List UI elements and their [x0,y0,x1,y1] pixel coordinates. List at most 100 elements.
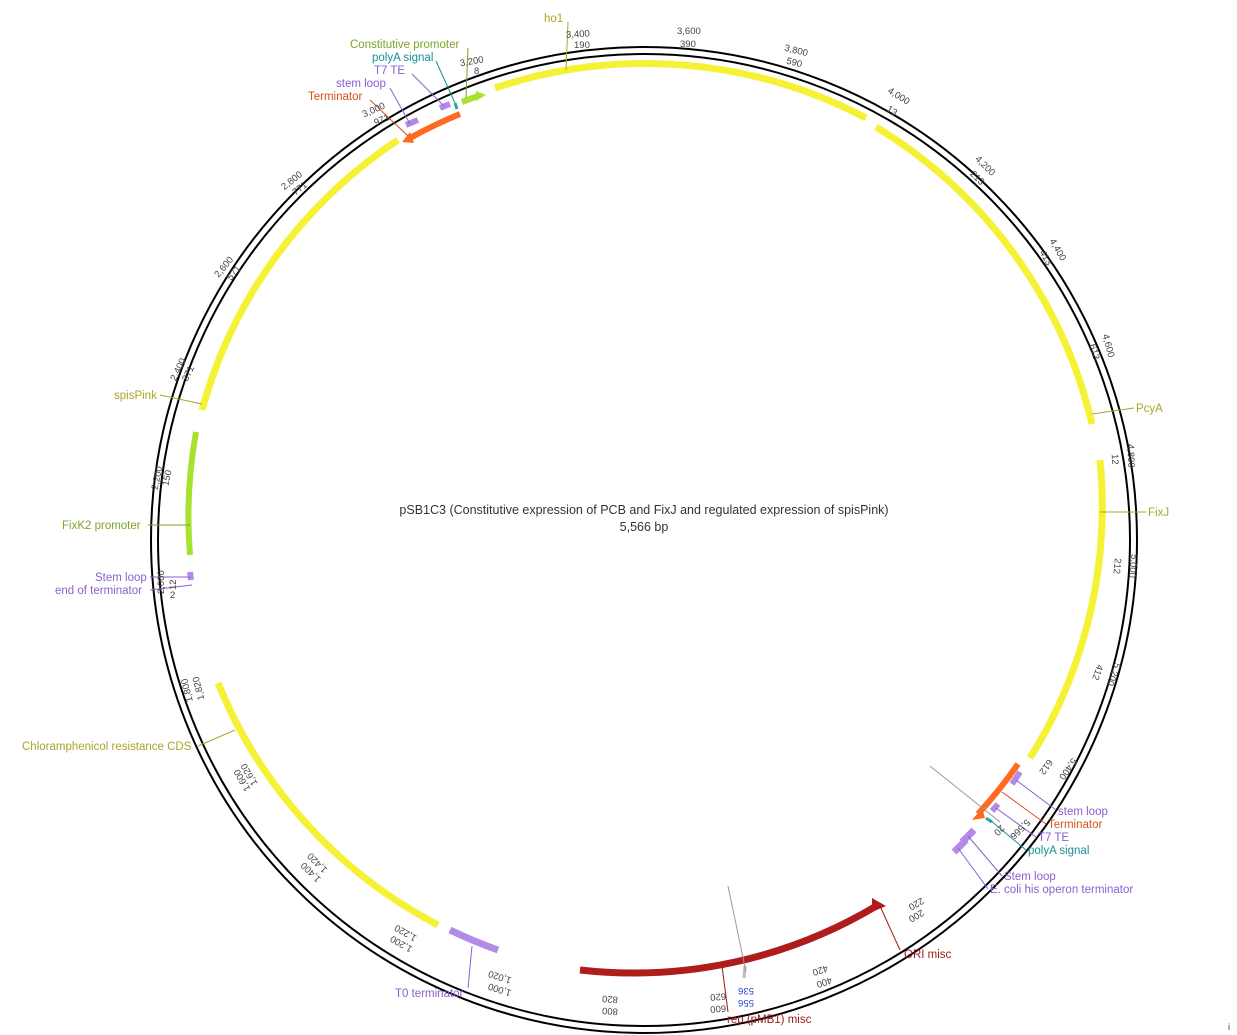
tick-inner-13: 13 [884,104,899,119]
leader-stemloop-top [389,87,411,125]
label-ho1[interactable]: ho1 [544,13,563,25]
tick-outer-5000: 5,000 [1126,554,1139,579]
tick-special-556: 556 [738,997,754,1008]
label-endterm-left[interactable]: end of terminator [55,585,142,597]
tick-outer-400: 400 [815,974,833,989]
label-stemloop-left[interactable]: Stem loop [95,572,147,584]
label-cmr[interactable]: Chloramphenicol resistance CDS [22,741,192,753]
label-ori[interactable]: ORI misc [904,949,952,961]
tick-inner-420: 420 [811,962,829,977]
tick-outer-800: 800 [602,1005,619,1017]
tick-left-small-2: 2 [170,590,175,601]
label-polya-top[interactable]: polyA signal [372,52,433,64]
tick-inner-190: 190 [574,40,590,51]
leader-t7te-r [995,807,1037,838]
label-t0[interactable]: T0 terminator [395,988,464,1000]
tick-inner-820: 820 [602,993,619,1005]
feature-stemloop-left-arc[interactable] [187,571,194,581]
label-fixj[interactable]: FixJ [1148,507,1169,519]
tick-inner-8: 8 [474,66,479,77]
label-stemloop-r2[interactable]: Stem loop [1004,871,1056,883]
label-fixk2[interactable]: FixK2 promoter [62,520,141,532]
tick-inner-613: 613 [1087,343,1102,361]
leader-lines [148,21,1146,1013]
feature-t7te-top-arc[interactable] [438,101,452,111]
label-t7te-r[interactable]: T7 TE [1038,832,1069,844]
feature-labels: ho1 PcyA FixJ spisPink Chloramphenicol r… [22,13,1169,1026]
tick-outer-600: 600 [710,1002,727,1014]
backbone-outer-circle [150,46,1138,1034]
feature-fixj-arc[interactable] [1027,459,1106,760]
tick-inner-612: 612 [1037,757,1055,776]
label-const-promoter[interactable]: Constitutive promoter [350,39,459,51]
terminator-right-arrowhead [972,808,985,820]
feature-stemloop-top-arc[interactable] [404,117,420,128]
tick-outer-2000: 2,000 [156,570,167,594]
feature-spispink-arc[interactable] [198,137,400,411]
label-terminator-top[interactable]: Terminator [308,91,362,103]
tick-outer-4600: 4,600 [1100,333,1117,359]
tick-inner-590: 590 [785,56,803,71]
feature-cmr-arc[interactable] [214,681,440,929]
feature-rep-arc[interactable] [579,902,880,977]
leader-ecoli-his [957,847,989,890]
leader-t0 [467,945,473,989]
leader-t7te-top [411,73,445,107]
label-polya-r[interactable]: polyA signal [1028,845,1089,857]
leader-spispink [159,394,203,405]
leader-ori [879,905,901,951]
guide-line-bottom [727,885,747,973]
label-t7te-top[interactable]: T7 TE [374,65,405,77]
tick-outer-2200: 2,200 [150,465,166,491]
feature-polya-top-mark[interactable] [453,102,459,110]
map-length: 5,566 bp [620,520,669,534]
feature-arcs [185,60,1106,979]
map-title: pSB1C3 (Constitutive expression of PCB a… [399,503,888,517]
leader-endterm-left [149,584,193,591]
rep-arrowhead [872,898,886,912]
tick-inner-12: 12 [1109,454,1120,465]
feature-t7te-r-arc[interactable] [989,802,1001,813]
leader-polya-top [435,60,456,104]
feature-ho1-arc-2[interactable] [874,124,1096,425]
tick-outer-3600: 3,600 [677,26,701,37]
feature-stemloop-r1-arc[interactable] [1009,770,1023,786]
label-spispink[interactable]: spisPink [114,390,157,402]
leader-polya-r [989,819,1027,851]
backbone-inner-circle [157,53,1131,1027]
feature-t0-arc[interactable] [448,926,500,954]
terminator-top-arrowhead [402,132,414,143]
leader-rep [721,965,729,1013]
leader-terminator-r [1001,791,1047,825]
label-ecoli-his[interactable]: E. coli his operon terminator [990,884,1133,896]
tick-inner-390: 390 [680,39,696,50]
const-promoter-arrowhead [476,91,486,101]
tick-inner-413: 413 [1037,248,1054,267]
tick-special-536: 536 [738,985,754,996]
leader-pcya [1091,407,1135,415]
label-rep[interactable]: rep (pMB1) misc [727,1014,812,1026]
label-stemloop-top[interactable]: stem loop [336,78,386,90]
feature-const-promoter-arc[interactable] [460,93,480,105]
tick-inner-620: 620 [710,990,727,1002]
tick-inner-412: 412 [1089,663,1105,682]
label-terminator-r[interactable]: Terminator [1048,819,1102,831]
label-stemloop-r1[interactable]: stem loop [1058,806,1108,818]
leader-ho1 [565,21,569,71]
leader-const-promoter [465,47,469,99]
tick-outer-3200: 3,200 [459,54,484,69]
feature-fixk2-arc[interactable] [185,431,199,556]
label-pcya[interactable]: PcyA [1136,403,1163,415]
tick-inner-12-left: 12 [168,579,179,590]
tick-outer-5200: 5,200 [1104,661,1122,687]
guide-line-right [929,765,1001,823]
leader-stemloop-r2 [967,835,1003,877]
corner-mark: i [1228,1022,1230,1033]
tick-outer-4800: 4,800 [1125,444,1137,468]
feature-ecoli-his-arc[interactable] [951,837,969,855]
feature-ho1-arc[interactable] [493,60,868,122]
feature-terminator-top-arc[interactable] [408,111,462,141]
leader-terminator-top [369,99,409,137]
tick-inner-212: 212 [1110,558,1123,575]
